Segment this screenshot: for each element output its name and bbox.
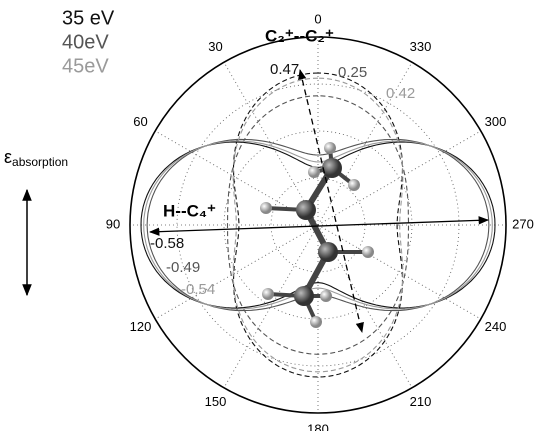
angle-tick-label: 120 — [130, 319, 152, 334]
channel-label: H--C₄⁺ — [163, 201, 216, 220]
angle-tick-label: 270 — [512, 216, 534, 231]
fragment-axis — [298, 68, 364, 334]
beta-label: 0.25 — [338, 64, 367, 81]
angular-distribution — [226, 95, 410, 355]
grid-spoke — [223, 224, 319, 389]
beta-label: 0.42 — [386, 85, 415, 102]
angle-tick-label: 240 — [485, 319, 507, 334]
angle-tick-label: 180 — [307, 421, 329, 431]
grid-spoke — [317, 61, 413, 226]
grid-spoke — [317, 224, 413, 389]
polarization-subscript: absorption — [12, 155, 68, 169]
grid-spoke — [317, 224, 482, 320]
angle-tick-label: 90 — [106, 216, 120, 231]
legend-label: 45eV — [62, 55, 109, 77]
beta-label: -0.54 — [181, 281, 215, 298]
angle-tick-label: 330 — [410, 39, 432, 54]
grid — [129, 36, 507, 414]
angle-tick-label: 30 — [208, 39, 222, 54]
polarization-label: εabsorption — [4, 147, 68, 169]
angular-distribution — [232, 77, 404, 373]
polar-frame — [129, 36, 507, 414]
beta-label: -0.58 — [150, 235, 184, 252]
angle-tick-label: 60 — [133, 114, 147, 129]
legend-label: 40eV — [62, 31, 109, 53]
polarization-symbol: ε — [4, 147, 12, 167]
grid-spoke — [154, 224, 319, 320]
angle-tick-label: 210 — [410, 394, 432, 409]
channel-label: C₂⁺--C₂⁺ — [265, 26, 334, 45]
beta-label: -0.49 — [166, 259, 200, 276]
grid-spoke — [317, 130, 482, 226]
grid-spoke — [154, 130, 319, 226]
beta-label: 0.47 — [270, 61, 299, 78]
labels: 0 30 60 90 120 150 180 210 240 270 300 330 35 eV 0.47… — [62, 7, 534, 436]
angle-tick-label: 0 — [314, 11, 321, 26]
angle-tick-label: 150 — [205, 394, 227, 409]
grid-spoke — [223, 61, 319, 226]
legend-label: 35 eV — [62, 7, 115, 29]
angle-tick-label: 300 — [485, 114, 507, 129]
